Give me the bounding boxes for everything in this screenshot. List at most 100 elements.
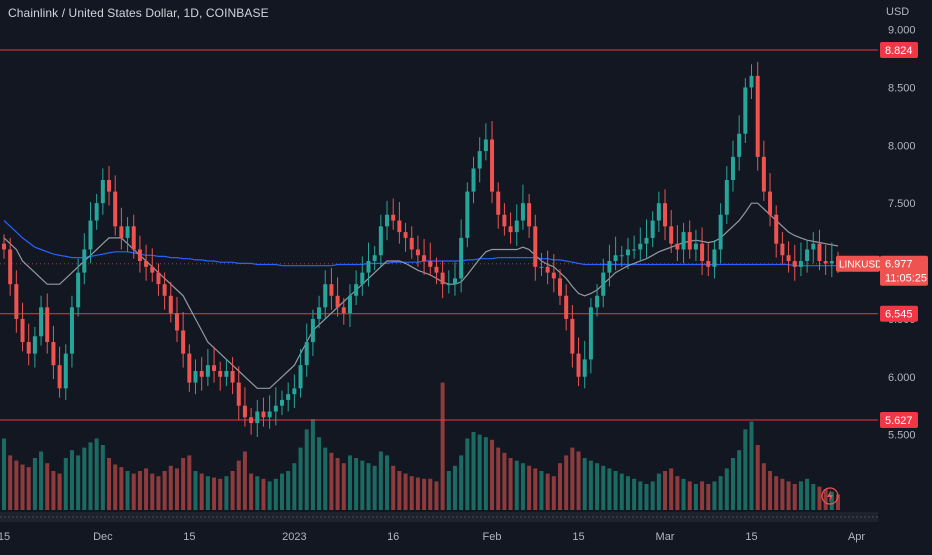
candle-body (582, 359, 587, 377)
candle-body (261, 411, 266, 418)
volume-bar (780, 478, 785, 510)
volume-bar (335, 458, 340, 510)
candle-body (434, 266, 439, 273)
volume-bar (224, 476, 229, 510)
candle-body (39, 307, 44, 337)
candle-body (63, 353, 68, 389)
candle-body (527, 203, 532, 227)
volume-bar (310, 419, 315, 510)
candle-body (329, 284, 334, 296)
volume-bar (434, 481, 439, 510)
candle-body (45, 307, 50, 343)
volume-bar (465, 438, 470, 510)
candle-body (168, 295, 173, 314)
volume-bar (533, 468, 538, 510)
volume-bar (45, 463, 50, 510)
volume-bar (88, 442, 93, 510)
candle-body (14, 284, 19, 319)
volume-bar (366, 463, 371, 510)
candle-body (730, 156, 735, 181)
candle-body (700, 243, 705, 262)
volume-bar (131, 473, 136, 510)
candle-body (749, 75, 754, 88)
volume-bar (613, 471, 618, 510)
volume-bar (817, 486, 822, 510)
volume-bar (490, 439, 495, 510)
candle-body (224, 370, 229, 377)
level-price-tag (880, 411, 918, 428)
level-price-label: 8.824 (885, 45, 913, 57)
symbol-tag (836, 255, 880, 272)
candle-body (712, 249, 717, 267)
currency-label: USD (886, 6, 910, 18)
x-tick-label: 15 (183, 531, 195, 543)
volume-bar (2, 438, 6, 510)
candle-body (378, 226, 383, 256)
volume-bar (372, 465, 377, 510)
volume-bar (607, 468, 612, 510)
candle-body (607, 261, 612, 273)
candle-body (162, 284, 167, 296)
volume-bar (94, 438, 99, 510)
candle-body (465, 191, 470, 238)
volume-bar (8, 455, 13, 510)
candle-body (564, 295, 569, 319)
volume-bar (644, 484, 649, 510)
volume-bar (700, 481, 705, 510)
volume-bar (459, 455, 464, 510)
candle-body (32, 336, 37, 354)
level-price-tag (880, 41, 918, 58)
candle-body (632, 249, 637, 251)
candle-body (619, 255, 624, 257)
volume-bar (187, 455, 192, 510)
level-price-label: 5.627 (885, 415, 913, 427)
candle-body (415, 249, 420, 256)
volume-bar (212, 477, 217, 510)
x-tick-label: Mar (656, 531, 675, 543)
volume-bar (582, 458, 587, 510)
candle-body (533, 226, 538, 267)
y-tick-label: 8.500 (888, 82, 916, 94)
candle-body (137, 249, 142, 262)
candle-body (20, 318, 25, 343)
volume-bar (551, 476, 556, 510)
volume-bar (26, 467, 31, 510)
candle-body (724, 180, 729, 215)
volume-bar (341, 463, 346, 510)
volume-bar (82, 447, 87, 510)
candle-body (199, 370, 204, 377)
candle-body (693, 243, 698, 250)
volume-bar (242, 451, 247, 510)
candle-body (459, 237, 464, 279)
volume-bar (650, 481, 655, 510)
volume-bar (360, 460, 365, 510)
x-tick-label: 15 (572, 531, 584, 543)
volume-bar (570, 447, 575, 510)
volume-bar (329, 452, 334, 510)
candle-body (558, 278, 562, 296)
y-tick-label: 6.000 (888, 372, 916, 384)
volume-bar (63, 458, 68, 510)
candle-body (792, 261, 797, 267)
candle-body (520, 203, 525, 221)
volume-bar (675, 476, 680, 510)
candle-body (385, 214, 390, 227)
candle-body (366, 261, 371, 273)
volume-bar (125, 471, 130, 510)
volume-bar (632, 478, 637, 510)
lightning-icon[interactable] (821, 487, 839, 505)
candle-body (570, 318, 575, 354)
volume-bar (218, 478, 223, 510)
volume-bar (687, 481, 692, 510)
candle-body (125, 226, 130, 238)
candle-body (174, 313, 179, 331)
candle-body (242, 405, 247, 418)
x-tick-label: 15 (745, 531, 757, 543)
volume-bar (261, 478, 266, 510)
candle-body (273, 405, 278, 412)
volume-bar (564, 455, 569, 510)
candle-body (230, 370, 235, 383)
x-tick-label: Dec (93, 531, 113, 543)
